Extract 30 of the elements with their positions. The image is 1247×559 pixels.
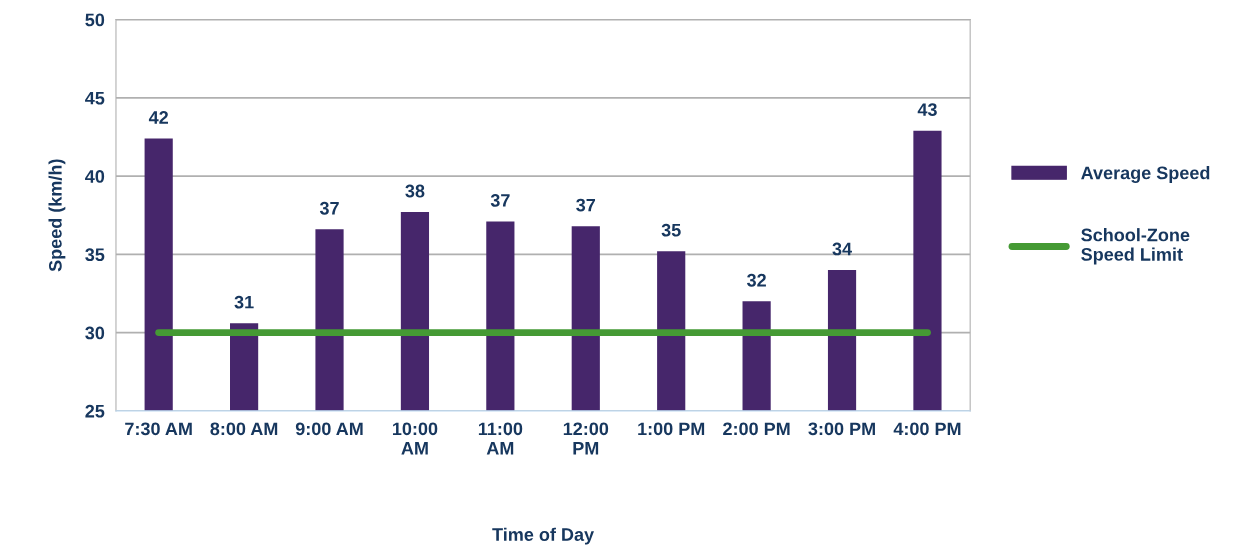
y-tick-label: 45 — [85, 91, 105, 105]
y-tick-label: 30 — [85, 326, 105, 340]
legend-label: Average Speed — [1081, 166, 1210, 183]
legend-label: School-Zone Speed Limit — [1081, 228, 1190, 265]
y-tick-label: 50 — [85, 13, 105, 27]
y-axis-title: Speed (km/h) — [48, 159, 66, 272]
data-label: 37 — [319, 201, 339, 215]
data-label: 31 — [234, 295, 254, 309]
data-label: 35 — [661, 223, 681, 237]
data-label: 37 — [576, 198, 596, 212]
x-tick-label: 12:00 PM — [563, 422, 609, 455]
x-tick-label: 4:00 PM — [893, 422, 961, 436]
data-label: 32 — [746, 273, 766, 287]
x-tick-label: 11:00 AM — [478, 422, 523, 455]
data-label: 38 — [405, 184, 425, 198]
x-tick-label: 10:00 AM — [392, 422, 438, 455]
data-label: 42 — [148, 111, 168, 124]
y-tick-label: 35 — [85, 248, 105, 262]
x-tick-label: 3:00 PM — [808, 422, 875, 436]
x-tick-label: 9:00 AM — [295, 422, 363, 436]
x-axis-title: Time of Day — [492, 527, 594, 545]
y-tick-label: 40 — [85, 170, 105, 183]
data-label: 43 — [917, 103, 937, 117]
data-label: 37 — [490, 194, 510, 207]
y-tick-label: 25 — [85, 404, 105, 418]
x-tick-label: 1:00 PM — [638, 422, 705, 436]
x-tick-label: 2:00 PM — [723, 422, 790, 436]
x-tick-label: 8:00 AM — [210, 422, 278, 436]
x-tick-label: 7:30 AM — [125, 422, 192, 436]
data-label: 34 — [832, 242, 852, 256]
